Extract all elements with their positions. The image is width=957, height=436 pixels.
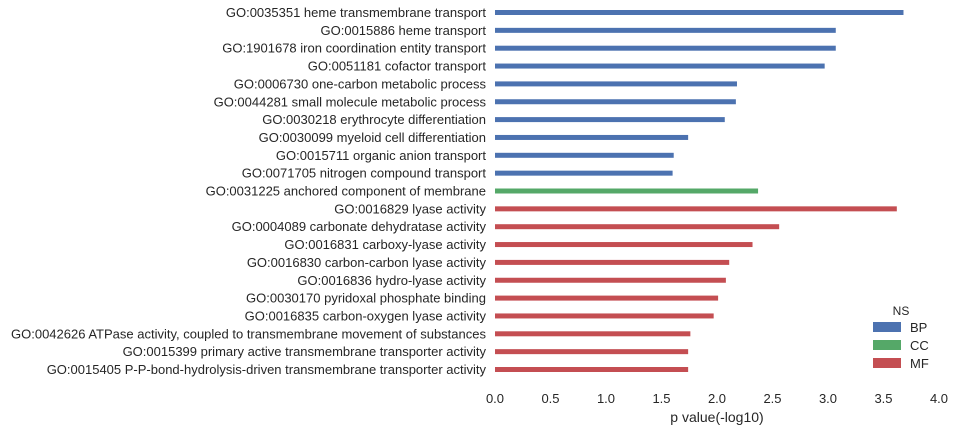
bar-bp [495,99,736,105]
legend-title: NS [893,304,910,318]
x-axis-ticks: 0.0 0.5 1.0 1.5 2.0 2.5 3.0 3.5 4.0 [486,391,948,406]
category-labels: GO:0035351 heme transmembrane transport G… [11,5,486,377]
category-label: GO:0015405 P-P-bond-hydrolysis-driven tr… [47,362,487,377]
x-tick-label: 2.5 [763,391,781,406]
bar-mf [495,313,714,319]
legend-swatch-cc [873,340,901,350]
x-tick-label: 4.0 [930,391,948,406]
category-label: GO:0004089 carbonate dehydratase activit… [232,219,487,234]
category-label: GO:0015711 organic anion transport [276,148,486,163]
bar-mf [495,331,691,337]
category-label: GO:0031225 anchored component of membran… [206,184,486,199]
category-label: GO:0016830 carbon-carbon lyase activity [247,255,487,270]
bar-bp [495,134,689,140]
category-label: GO:0071705 nitrogen compound transport [242,166,487,181]
bar-mf [495,259,730,265]
bar-mf [495,242,753,248]
x-tick-label: 3.5 [874,391,892,406]
category-label: GO:0016835 carbon-oxygen lyase activity [245,308,487,323]
category-label: GO:1901678 iron coordination entity tran… [222,41,486,56]
bar-bp [495,10,904,15]
legend: NS BP CC MF [873,304,929,371]
x-tick-label: 2.0 [708,391,726,406]
bar-bp [495,27,836,33]
bar-mf [495,206,897,212]
x-tick-label: 3.0 [819,391,837,406]
category-label: GO:0030218 erythrocyte differentiation [262,112,486,127]
legend-label-bp: BP [910,320,927,335]
category-label: GO:0035351 heme transmembrane transport [226,5,487,20]
bar-mf [495,349,689,355]
category-label: GO:0042626 ATPase activity, coupled to t… [11,326,486,341]
category-label: GO:0016829 lyase activity [334,201,486,216]
bar-mf [495,277,726,283]
bar-bp [495,45,836,51]
legend-label-mf: MF [910,356,929,371]
legend-entries: BP CC MF [873,320,929,371]
x-tick-label: 1.5 [652,391,670,406]
category-label: GO:0044281 small molecule metabolic proc… [214,94,487,109]
category-label: GO:0016836 hydro-lyase activity [297,273,486,288]
category-label: GO:0016831 carboxy-lyase activity [284,237,486,252]
legend-label-cc: CC [910,338,929,353]
x-tick-label: 0.0 [486,391,504,406]
x-tick-label: 0.5 [541,391,559,406]
legend-swatch-mf [873,358,901,368]
bar-bp [495,63,825,69]
x-axis-label: p value(-log10) [670,409,763,425]
category-label: GO:0015886 heme transport [321,23,487,38]
category-label: GO:0006730 one-carbon metabolic process [234,76,487,91]
bars-layer [495,10,904,372]
bar-bp [495,170,673,176]
bar-bp [495,152,674,158]
category-label: GO:0030170 pyridoxal phosphate binding [246,291,486,306]
category-label: GO:0030099 myeloid cell differentiation [259,130,486,145]
bar-mf [495,224,780,230]
bar-cc [495,188,759,194]
category-label: GO:0015399 primary active transmembrane … [123,344,487,359]
bar-bp [495,117,725,123]
bar-mf [495,367,689,372]
bar-mf [495,295,719,301]
x-tick-label: 1.0 [597,391,615,406]
bar-bp [495,81,737,87]
category-label: GO:0051181 cofactor transport [308,59,487,74]
legend-swatch-bp [873,322,901,332]
